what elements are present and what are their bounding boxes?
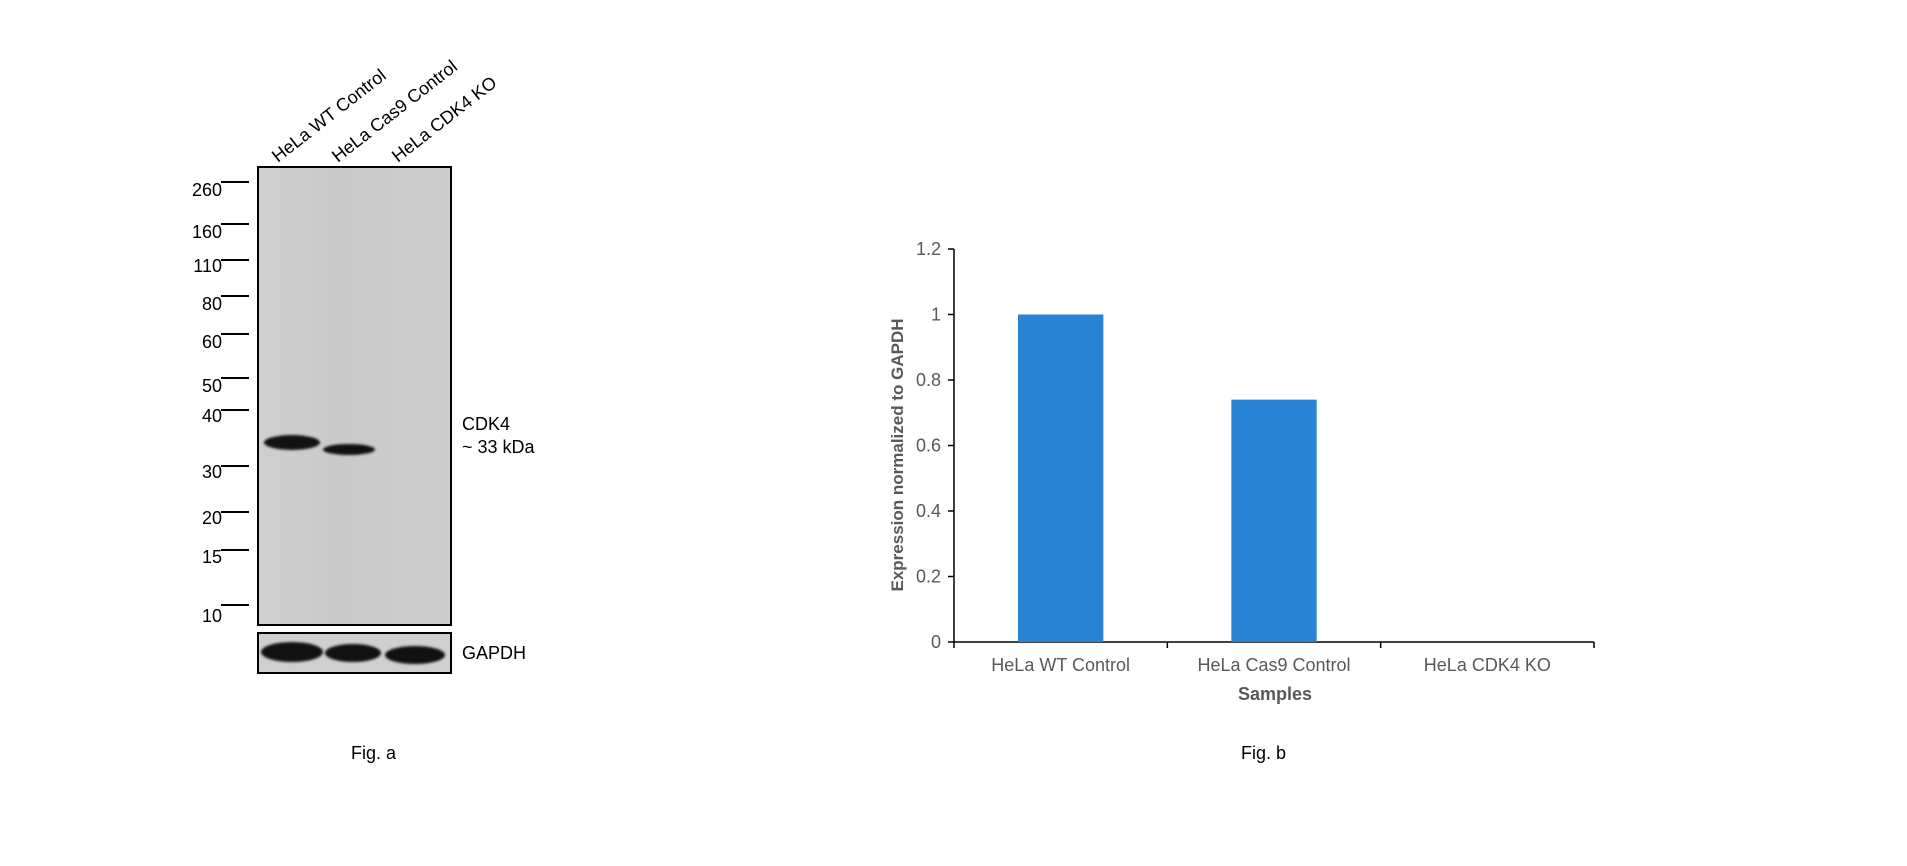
y-tick-label: 0.2: [916, 567, 941, 587]
gapdh-band-ko: [385, 646, 445, 664]
loading-control-label: GAPDH: [462, 643, 527, 663]
mw-tick-160: [221, 223, 249, 225]
mw-tick-60: [221, 333, 249, 335]
mw-marker-20: 20: [201, 508, 222, 528]
fig-a-caption: Fig. a: [351, 743, 397, 763]
mw-tick-50: [221, 377, 249, 379]
mw-tick-15: [221, 549, 249, 551]
x-category-label: HeLa CDK4 KO: [1424, 655, 1551, 675]
mw-marker-15: 15: [201, 547, 222, 567]
mw-marker-10: 10: [201, 606, 222, 626]
mw-marker-50: 50: [201, 376, 222, 396]
y-tick-label: 0: [931, 632, 941, 652]
y-tick-label: 1: [931, 305, 941, 325]
x-axis: HeLa WT Control HeLa Cas9 Control HeLa CDK…: [953, 641, 1595, 675]
mw-tick-40: [221, 409, 249, 411]
y-axis: 0 0.2 0.4 0.6 0.8 1 1.2: [916, 239, 955, 652]
gapdh-blot-panel: [257, 632, 452, 674]
mw-tick-20: [221, 511, 249, 513]
mw-tick-110: [221, 259, 249, 261]
mw-marker-260: 260: [191, 180, 222, 200]
mw-marker-160: 160: [191, 222, 222, 242]
x-axis-title: Samples: [1238, 684, 1312, 704]
target-size-label: ~ 33 kDa: [462, 437, 535, 457]
mw-marker-110: 110: [193, 256, 222, 276]
bars: [1018, 314, 1317, 642]
mw-tick-80: [221, 295, 249, 297]
cdk4-blot-panel: [257, 166, 452, 626]
x-category-label: HeLa WT Control: [991, 655, 1130, 675]
y-tick-label: 1.2: [916, 239, 941, 259]
target-label: CDK4: [462, 414, 511, 434]
gapdh-band-wt: [261, 642, 323, 662]
bar: [1231, 399, 1317, 642]
mw-marker-40: 40: [201, 406, 222, 426]
mw-marker-80: 80: [201, 294, 222, 314]
mw-tick-260: [221, 181, 249, 183]
mw-marker-60: 60: [201, 332, 222, 352]
y-axis-title: Expression normalized to GAPDH: [888, 319, 907, 592]
mw-tick-10: [221, 604, 249, 606]
bar: [1018, 314, 1104, 642]
y-tick-label: 0.4: [916, 501, 941, 521]
mw-marker-30: 30: [201, 462, 222, 482]
y-tick-label: 0.8: [916, 370, 941, 390]
mw-tick-30: [221, 465, 249, 467]
cdk4-band-wt: [264, 435, 320, 450]
fig-b-caption: Fig. b: [1241, 743, 1287, 763]
x-category-label: HeLa Cas9 Control: [1197, 655, 1350, 675]
gapdh-band-cas9: [325, 644, 381, 662]
cdk4-band-cas9: [323, 444, 375, 455]
y-tick-label: 0.6: [916, 436, 941, 456]
